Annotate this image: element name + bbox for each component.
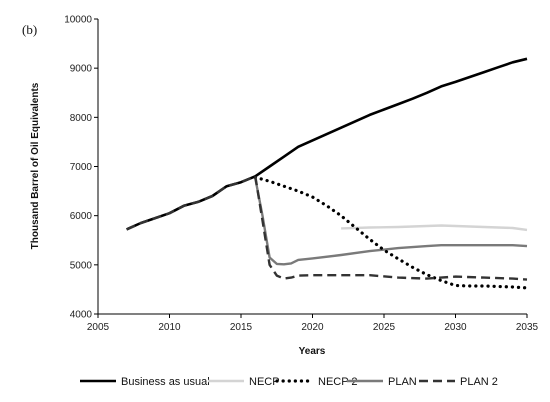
legend: Business as usual NECP NECP 2 PLAN PLAN 2 (80, 376, 498, 388)
y-tick-label: 7000 (70, 162, 93, 173)
y-tick-label: 10000 (64, 15, 92, 26)
series-line-necp-2 (253, 175, 529, 290)
series-line-business-as-usual (126, 57, 528, 231)
series-line-plan (254, 178, 528, 266)
series-line-necp (341, 224, 528, 232)
y-tick-label: 9000 (70, 64, 93, 75)
x-axis-title: Years (299, 346, 326, 357)
x-axis-ticks: 2005 2010 2015 2020 2025 2030 2035 (87, 314, 539, 333)
legend-label-business-as-usual: Business as usual (121, 376, 210, 388)
legend-label-necp-2: NECP 2 (318, 376, 358, 388)
legend-label-plan-2: PLAN 2 (460, 376, 498, 388)
x-tick-label: 2030 (444, 322, 467, 333)
x-tick-label: 2005 (87, 322, 110, 333)
x-tick-label: 2025 (373, 322, 396, 333)
legend-label-necp: NECP (249, 376, 280, 388)
series-lines (126, 57, 529, 290)
y-axis-title: Thousand Barrel of Oil Equivalents (30, 82, 41, 249)
y-tick-label: 4000 (70, 310, 93, 321)
y-tick-label: 6000 (70, 211, 93, 222)
series-line-plan-2 (126, 175, 528, 281)
x-tick-label: 2015 (230, 322, 253, 333)
x-tick-label: 2010 (158, 322, 181, 333)
y-axis-ticks: 4000 5000 6000 7000 8000 9000 10000 (64, 15, 98, 321)
x-tick-label: 2020 (301, 322, 324, 333)
legend-label-plan: PLAN (388, 376, 417, 388)
y-tick-label: 5000 (70, 260, 93, 271)
x-tick-label: 2035 (516, 322, 539, 333)
y-tick-label: 8000 (70, 113, 93, 124)
panel-label: (b) (22, 22, 37, 37)
